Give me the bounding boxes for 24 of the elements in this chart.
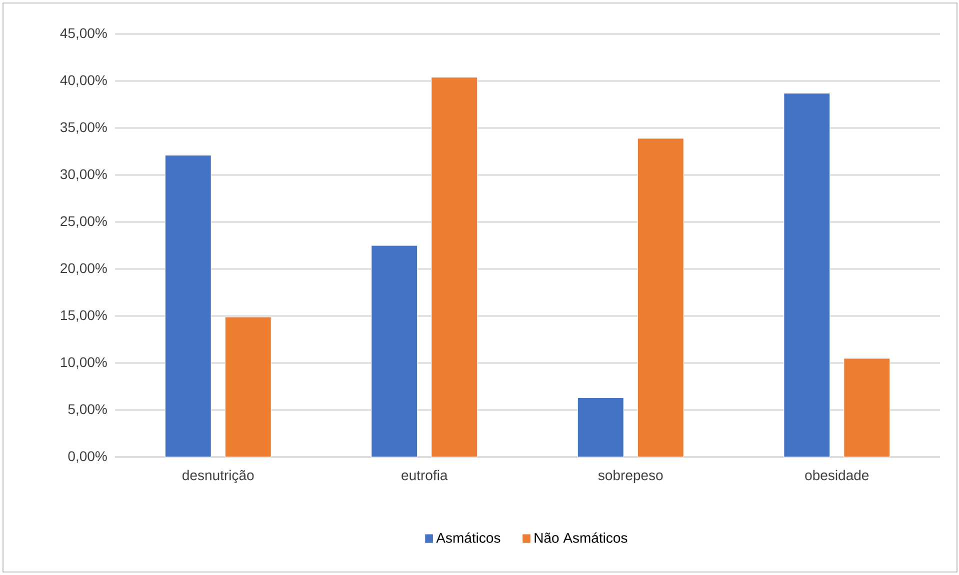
x-tick-label: obesidade: [805, 470, 869, 480]
bar: [431, 76, 478, 458]
y-tick-label: 20,00%: [60, 263, 107, 275]
y-tick-label: 45,00%: [60, 28, 107, 40]
x-tick-label: desnutrição: [182, 470, 254, 484]
y-tick-label: 35,00%: [60, 122, 107, 134]
y-tick-label: 15,00%: [60, 310, 107, 322]
y-tick-label: 25,00%: [60, 216, 107, 228]
bar: [844, 358, 890, 458]
x-tick-label: sobrepeso: [598, 470, 663, 483]
bar: [637, 138, 684, 458]
legend-label: Não Asmáticos: [534, 532, 628, 543]
bar: [371, 245, 418, 458]
y-tick-label: 0,00%: [68, 451, 107, 463]
y-tick-label: 40,00%: [60, 75, 107, 87]
y-tick-label: 30,00%: [60, 169, 107, 181]
y-tick-label: 10,00%: [60, 357, 107, 369]
bar: [164, 154, 212, 458]
bar: [224, 316, 272, 458]
legend-label: Asmáticos: [436, 532, 500, 543]
bar: [784, 92, 830, 458]
bar: [577, 398, 624, 458]
x-tick-label: eutrofia: [402, 470, 448, 480]
y-tick-label: 5,00%: [68, 404, 107, 416]
